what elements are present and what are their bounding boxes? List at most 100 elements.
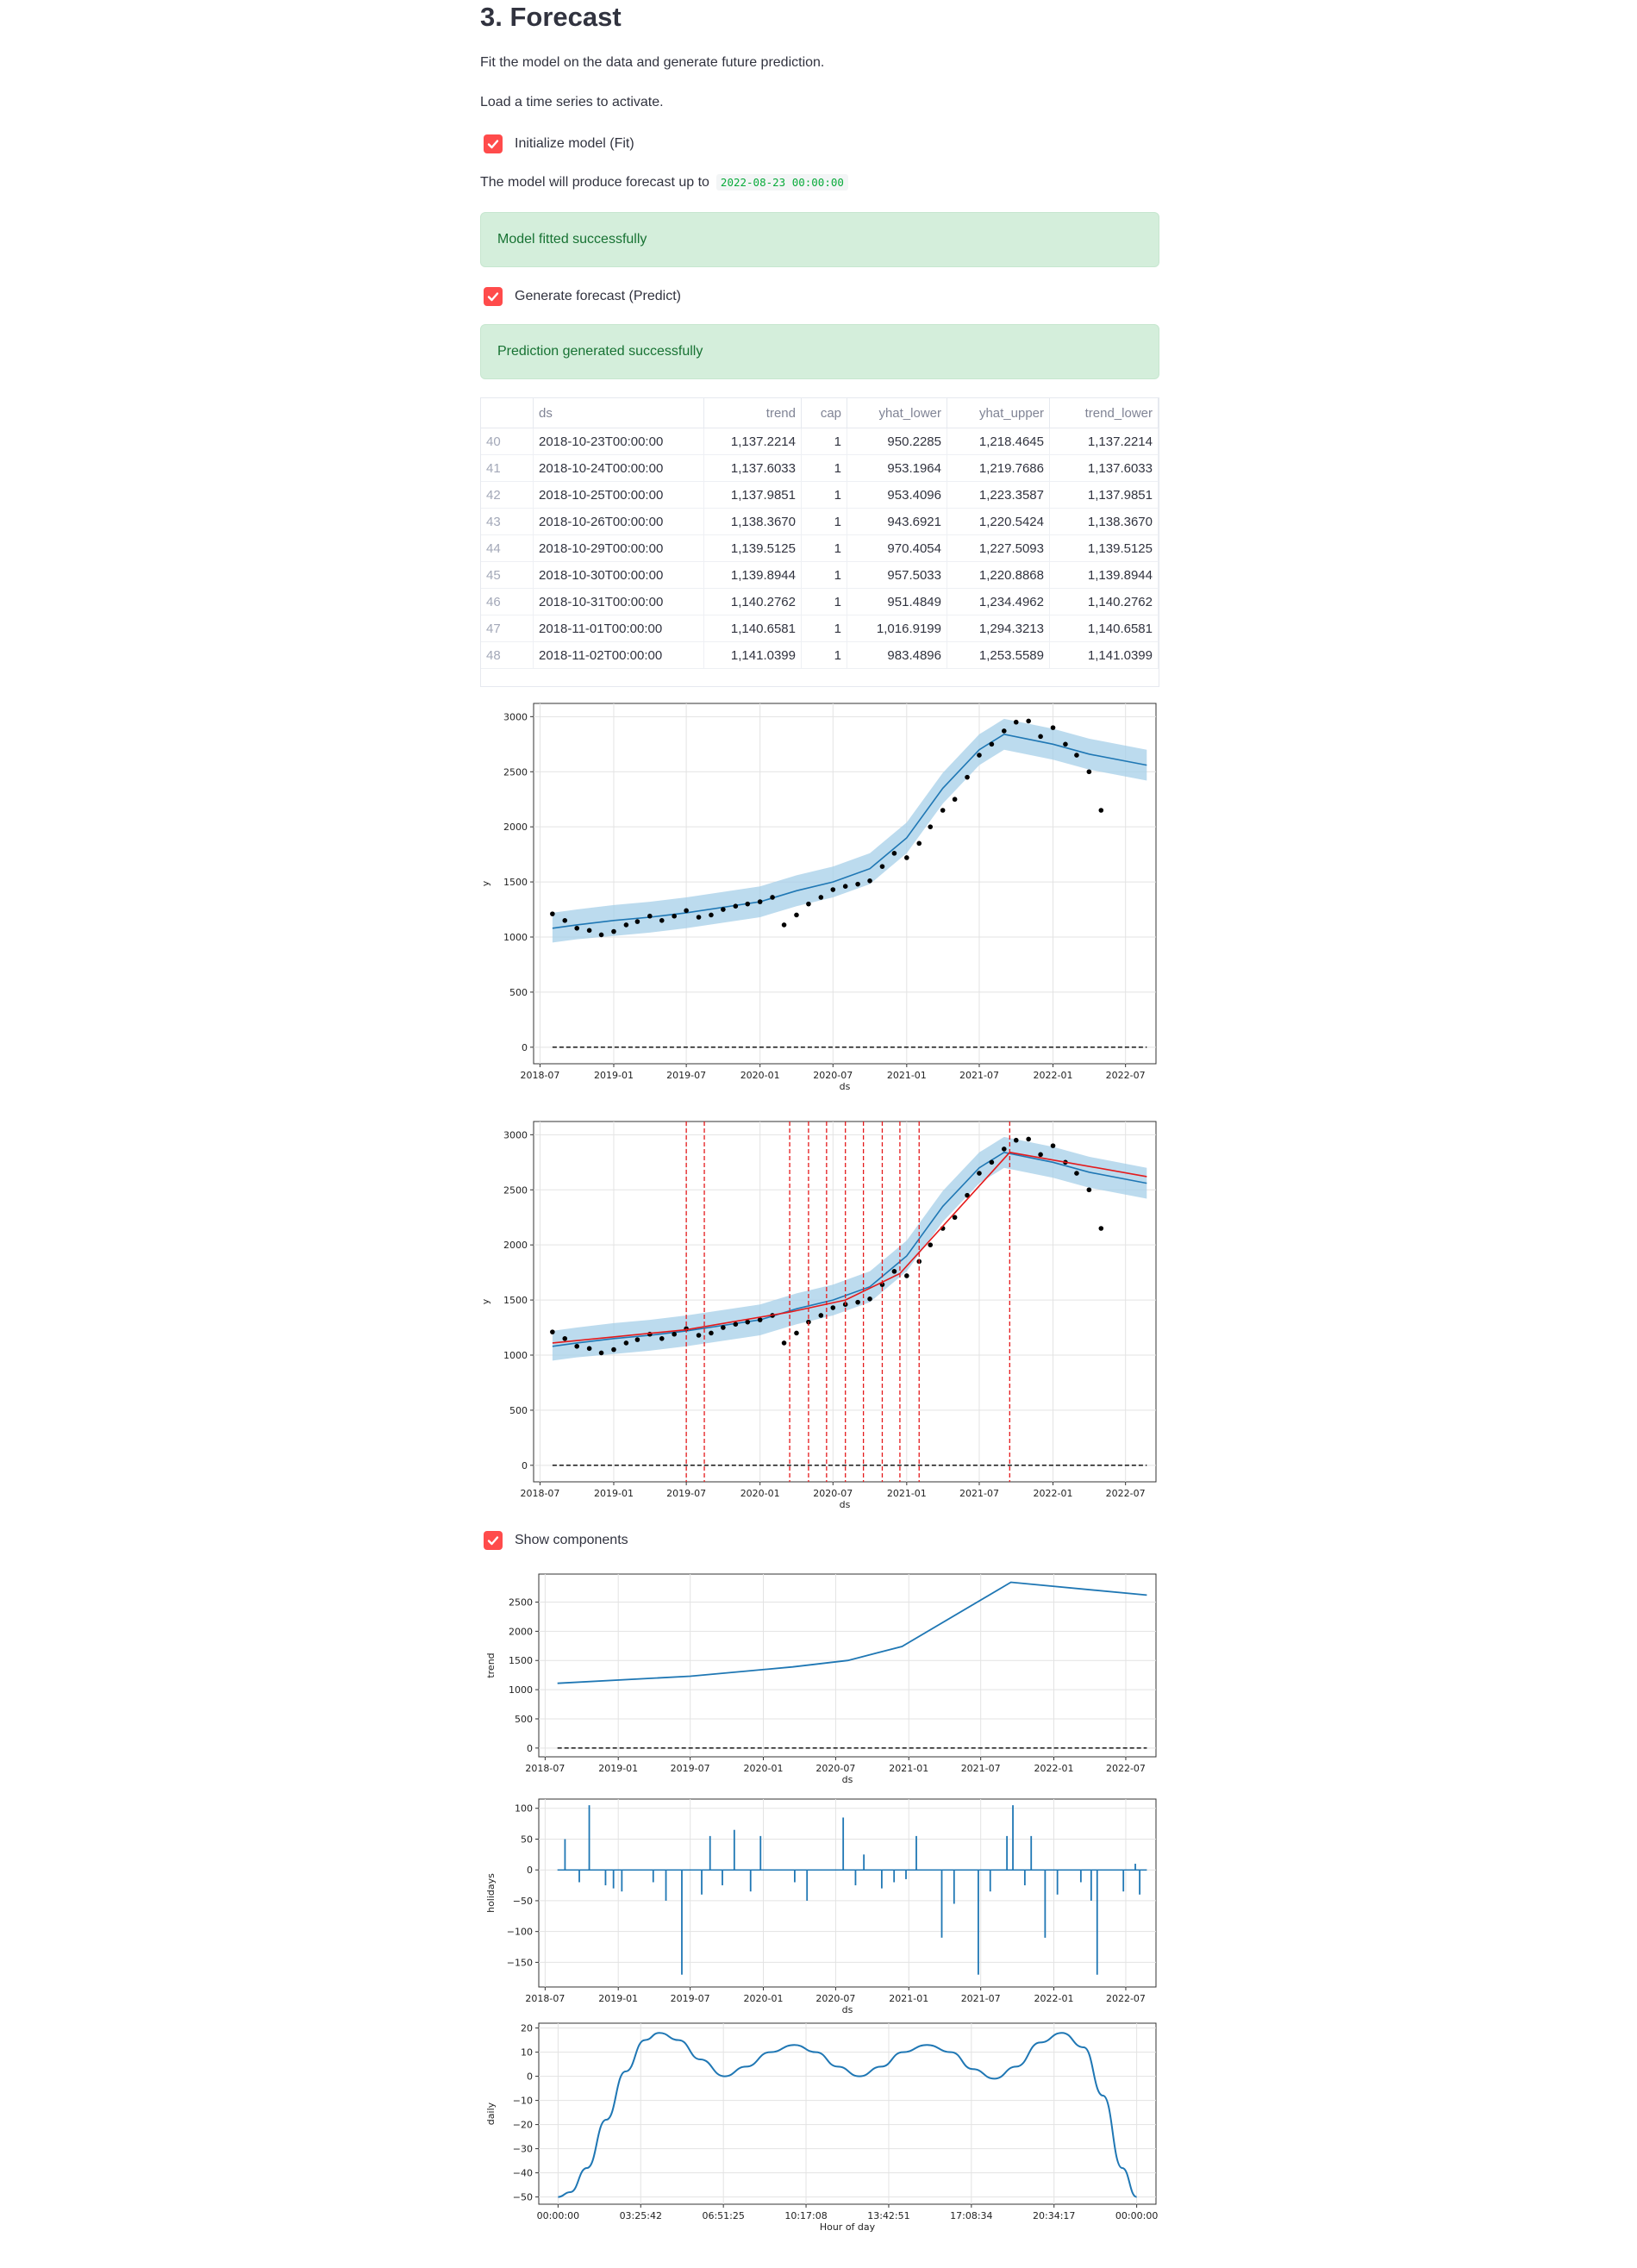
x-tick-label: 00:00:00 xyxy=(537,2210,579,2221)
y-tick-label: 0 xyxy=(522,1460,528,1471)
cell-trend-lower: 1,140.6581 xyxy=(1049,615,1159,642)
table-row[interactable]: 44 2018-10-29T00:00:00 1,139.5125 1 970.4054… xyxy=(481,534,1159,562)
trend-line xyxy=(552,1151,1147,1344)
cell-trend-lower: 1,137.9851 xyxy=(1049,481,1159,509)
column-header-yhat-lower[interactable]: yhat_lower xyxy=(847,398,947,428)
cell-cap: 1 xyxy=(801,508,847,535)
cell-yhat-upper: 1,227.5093 xyxy=(947,534,1050,562)
table-row[interactable]: 48 2018-11-02T00:00:00 1,141.0399 1 983.4896… xyxy=(481,641,1159,669)
observed-point xyxy=(891,851,897,856)
x-tick-label: 10:17:08 xyxy=(784,2210,827,2221)
observed-point xyxy=(550,911,555,916)
components-checkbox[interactable]: Show components xyxy=(484,1530,628,1551)
checkbox-checked-icon[interactable] xyxy=(484,134,503,153)
observed-point xyxy=(672,1331,677,1337)
x-axis-label: Hour of day xyxy=(820,2221,876,2233)
observed-point xyxy=(928,824,934,829)
x-tick-label: 2019-01 xyxy=(598,1763,638,1774)
observed-point xyxy=(659,918,665,923)
column-header-yhat-upper[interactable]: yhat_upper xyxy=(947,398,1050,428)
section-hint: Load a time series to activate. xyxy=(480,95,664,109)
table-row[interactable]: 45 2018-10-30T00:00:00 1,139.8944 1 957.5033… xyxy=(481,561,1159,589)
observed-point xyxy=(940,808,946,813)
cell-index: 48 xyxy=(481,641,534,669)
observed-point xyxy=(1050,725,1056,730)
x-tick-label: 2020-01 xyxy=(740,1070,780,1081)
column-header-ds[interactable]: ds xyxy=(533,398,704,428)
forecast-dataframe[interactable]: ds trend cap yhat_lower yhat_upper trend… xyxy=(480,397,1159,687)
cell-cap: 1 xyxy=(801,534,847,562)
forecast-table: ds trend cap yhat_lower yhat_upper trend… xyxy=(481,398,1159,669)
x-tick-label: 13:42:51 xyxy=(867,2210,909,2221)
cell-yhat-lower: 953.4096 xyxy=(847,481,947,509)
column-header-index[interactable] xyxy=(481,398,534,428)
cell-yhat-lower: 983.4896 xyxy=(847,641,947,669)
observed-point xyxy=(781,922,787,928)
table-row[interactable]: 41 2018-10-24T00:00:00 1,137.6033 1 953.1964… xyxy=(481,454,1159,482)
y-tick-label: 500 xyxy=(509,987,528,998)
forecast-date-code: 2022-08-23 00:00:00 xyxy=(715,174,848,191)
observed-point xyxy=(952,1215,958,1221)
x-tick-label: 2019-07 xyxy=(671,1993,710,2004)
cell-ds: 2018-10-25T00:00:00 xyxy=(533,481,704,509)
y-axis-label: holidays xyxy=(485,1873,497,1913)
column-header-trend-lower[interactable]: trend_lower xyxy=(1049,398,1159,428)
column-header-trend[interactable]: trend xyxy=(703,398,802,428)
components-checkbox-label: Show components xyxy=(515,1533,628,1547)
y-tick-label: 1500 xyxy=(503,877,528,888)
observed-point xyxy=(965,774,970,780)
cell-cap: 1 xyxy=(801,428,847,455)
cell-yhat-upper: 1,218.4645 xyxy=(947,428,1050,455)
y-tick-label: 1500 xyxy=(503,1295,528,1306)
x-tick-label: 2021-07 xyxy=(961,1763,1001,1774)
x-tick-label: 2020-07 xyxy=(815,1763,855,1774)
checkbox-checked-icon[interactable] xyxy=(484,287,503,306)
forecast-line xyxy=(552,733,1147,929)
fit-checkbox[interactable]: Initialize model (Fit) xyxy=(484,134,634,154)
x-tick-label: 2021-07 xyxy=(961,1993,1001,2004)
fit-checkbox-label: Initialize model (Fit) xyxy=(515,136,634,151)
x-tick-label: 20:34:17 xyxy=(1033,2210,1075,2221)
observed-point xyxy=(879,864,885,869)
table-body: 40 2018-10-23T00:00:00 1,137.2214 1 950.2285… xyxy=(481,428,1159,669)
forecast-line xyxy=(552,1151,1147,1347)
cell-yhat-lower: 957.5033 xyxy=(847,561,947,589)
y-tick-label: 2500 xyxy=(503,766,528,778)
predict-checkbox[interactable]: Generate forecast (Predict) xyxy=(484,286,681,307)
observed-point xyxy=(598,932,604,938)
cell-trend: 1,137.6033 xyxy=(703,454,802,482)
cell-index: 44 xyxy=(481,534,534,562)
observed-point xyxy=(586,1346,592,1352)
x-tick-label: 2019-07 xyxy=(671,1763,710,1774)
cell-yhat-lower: 970.4054 xyxy=(847,534,947,562)
cell-yhat-lower: 1,016.9199 xyxy=(847,615,947,642)
observed-point xyxy=(989,1159,995,1165)
cell-trend-lower: 1,137.6033 xyxy=(1049,454,1159,482)
table-row[interactable]: 46 2018-10-31T00:00:00 1,140.2762 1 951.4849… xyxy=(481,588,1159,615)
cell-index: 40 xyxy=(481,428,534,455)
y-tick-label: 3000 xyxy=(503,1129,528,1140)
table-row[interactable]: 47 2018-11-01T00:00:00 1,140.6581 1 1,016.91… xyxy=(481,615,1159,642)
y-tick-label: 0 xyxy=(527,1865,533,1876)
observed-point xyxy=(1074,753,1079,758)
y-tick-label: 0 xyxy=(527,2071,533,2083)
observed-point xyxy=(928,1242,934,1247)
table-row[interactable]: 42 2018-10-25T00:00:00 1,137.9851 1 953.4096… xyxy=(481,481,1159,509)
predict-success-alert: Prediction generated successfully xyxy=(480,324,1159,379)
observed-point xyxy=(830,887,836,892)
table-row[interactable]: 40 2018-10-23T00:00:00 1,137.2214 1 950.2285… xyxy=(481,428,1159,455)
plot-frame xyxy=(538,1573,1157,1758)
x-tick-label: 2020-01 xyxy=(744,1763,784,1774)
checkbox-checked-icon[interactable] xyxy=(484,1531,503,1550)
cell-yhat-upper: 1,219.7686 xyxy=(947,454,1050,482)
cell-trend-lower: 1,137.2214 xyxy=(1049,428,1159,455)
observed-point xyxy=(586,928,592,934)
forecast-chart: y ds 2018-07 2019-01 2019-07 2020-01 2020-07 20… xyxy=(480,703,1157,1092)
cell-yhat-upper: 1,294.3213 xyxy=(947,615,1050,642)
column-header-cap[interactable]: cap xyxy=(801,398,847,428)
observed-point xyxy=(1013,1137,1019,1143)
cell-ds: 2018-10-24T00:00:00 xyxy=(533,454,704,482)
table-row[interactable]: 43 2018-10-26T00:00:00 1,138.3670 1 943.6921… xyxy=(481,508,1159,535)
daily-component-chart: daily Hour of day 00:00:00 03:25:42 06:51:25… xyxy=(485,2022,1158,2233)
y-axis-label: y xyxy=(480,880,491,886)
